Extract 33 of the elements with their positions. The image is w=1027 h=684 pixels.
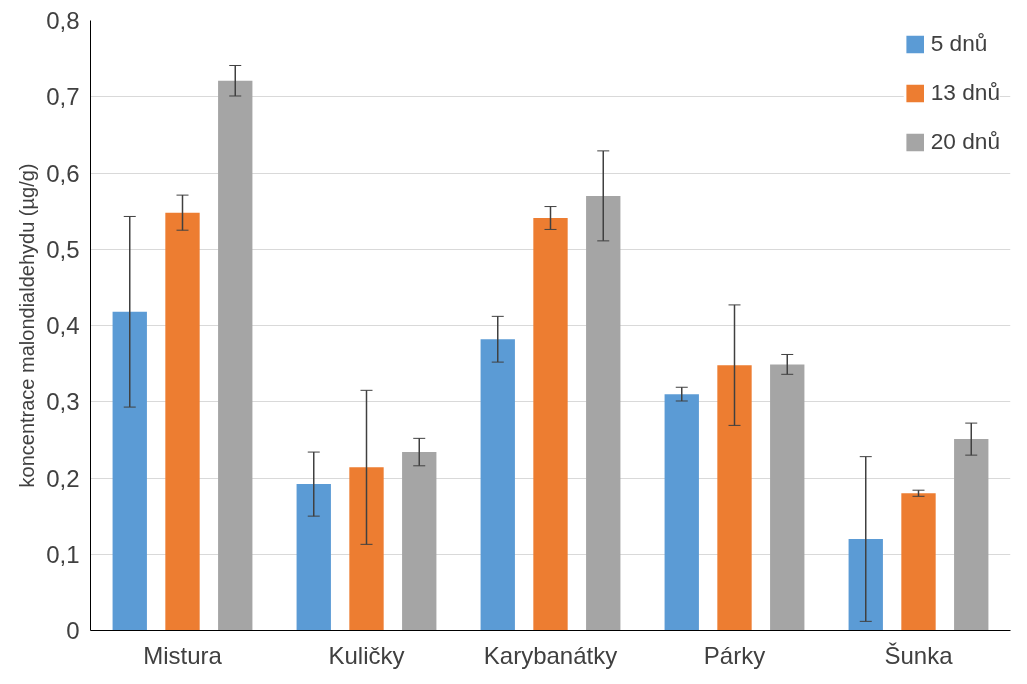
x-tick-label: Párky bbox=[703, 641, 766, 669]
x-tick-label: Kuličky bbox=[328, 641, 405, 669]
bar bbox=[664, 394, 699, 631]
y-tick-label: 0,7 bbox=[46, 83, 80, 111]
y-tick-label: 0,1 bbox=[46, 540, 80, 568]
bar bbox=[480, 339, 515, 631]
y-tick-label: 0,4 bbox=[46, 312, 80, 339]
y-axis-title: koncentrace malondialdehydu (µg/g) bbox=[16, 163, 39, 488]
bar bbox=[848, 539, 883, 631]
bar bbox=[349, 467, 384, 631]
x-tick-label: Šunka bbox=[884, 641, 954, 669]
x-tick-label: Mistura bbox=[143, 641, 223, 669]
x-tick-label: Karybanátky bbox=[483, 641, 618, 669]
y-tick-label: 0,8 bbox=[46, 7, 80, 34]
bar bbox=[218, 80, 253, 631]
y-tick-label: 0 bbox=[66, 617, 80, 644]
bar bbox=[717, 365, 752, 631]
bar bbox=[586, 195, 621, 631]
bar bbox=[770, 364, 805, 631]
y-tick-label: 0,2 bbox=[46, 464, 80, 492]
legend-label: 20 dnů bbox=[930, 128, 1000, 155]
y-tick-label: 0,6 bbox=[46, 159, 80, 187]
bar bbox=[296, 484, 331, 631]
bar bbox=[954, 439, 989, 631]
y-tick-label: 0,3 bbox=[46, 388, 80, 416]
bar bbox=[112, 311, 147, 631]
bar bbox=[165, 212, 200, 631]
bar bbox=[901, 493, 936, 631]
bar bbox=[533, 217, 568, 631]
legend-label: 5 dnů bbox=[930, 30, 988, 57]
legend-label: 13 dnů bbox=[930, 79, 1000, 106]
bar bbox=[402, 452, 437, 631]
y-tick-label: 0,5 bbox=[46, 235, 80, 263]
